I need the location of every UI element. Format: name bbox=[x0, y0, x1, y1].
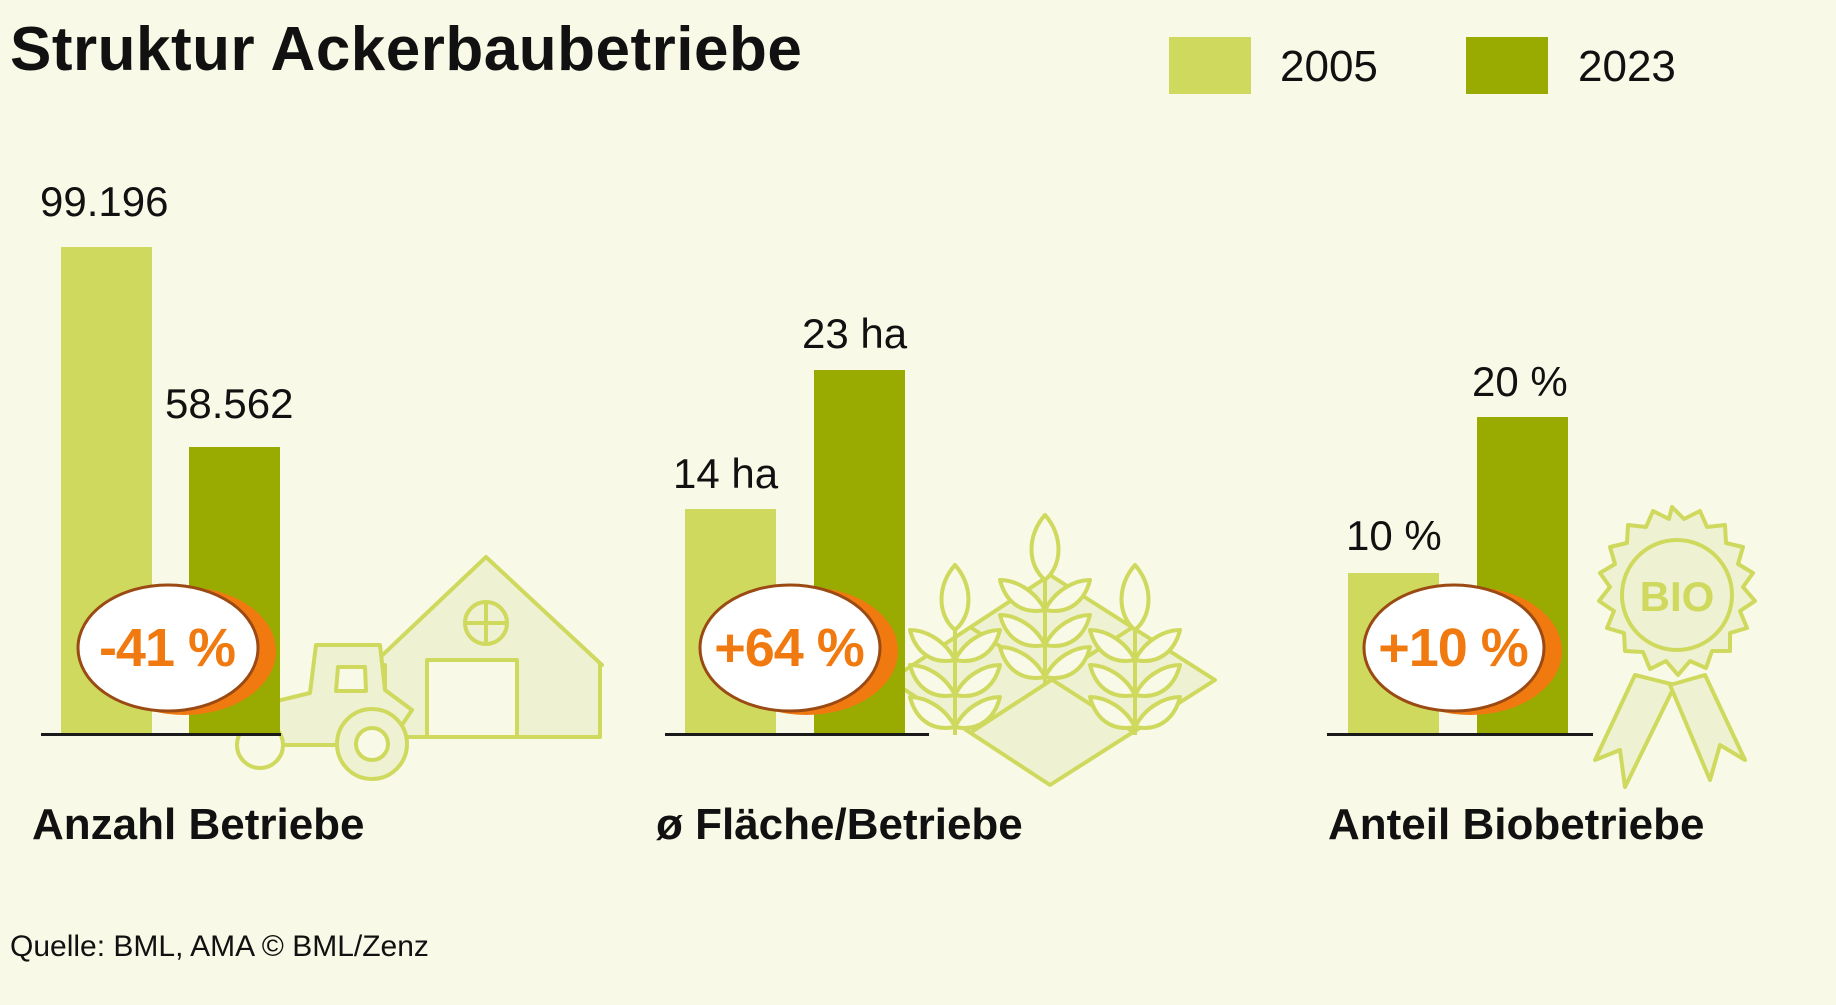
legend-swatch-2023 bbox=[1466, 37, 1548, 94]
category-label: Anzahl Betriebe bbox=[32, 800, 365, 849]
category-label: Anteil Biobetriebe bbox=[1328, 800, 1705, 849]
x-axis-line bbox=[1327, 733, 1593, 736]
bio-label: BIO bbox=[1640, 573, 1715, 620]
legend-label-2005: 2005 bbox=[1280, 42, 1378, 91]
change-label: +64 % bbox=[714, 618, 865, 678]
value-label-2005: 10 % bbox=[1346, 512, 1442, 559]
badge-ellipse-icon bbox=[698, 583, 898, 715]
change-label: +10 % bbox=[1378, 618, 1529, 678]
value-label-2005: 14 ha bbox=[673, 450, 779, 497]
change-badge: +64 % bbox=[694, 578, 898, 718]
value-label-2023: 58.562 bbox=[165, 380, 294, 427]
x-axis-line bbox=[41, 733, 281, 736]
badge-ellipse-icon bbox=[1362, 583, 1562, 715]
legend-label-2023: 2023 bbox=[1578, 42, 1676, 91]
x-axis-line bbox=[665, 733, 929, 736]
wheat-field-icon bbox=[888, 513, 1217, 787]
value-label-2023: 23 ha bbox=[802, 310, 908, 357]
source-note: Quelle: BML, AMA © BML/Zenz bbox=[10, 930, 429, 963]
category-label: ø Fläche/Betriebe bbox=[656, 800, 1023, 849]
change-badge: +10 % bbox=[1358, 578, 1562, 718]
legend-swatch-2005 bbox=[1169, 37, 1251, 94]
farm-barn-tractor-icon bbox=[235, 555, 604, 781]
bio-rosette-icon: BIO bbox=[1593, 505, 1757, 789]
chart-title: Struktur Ackerbaubetriebe bbox=[10, 15, 803, 84]
value-label-2005: 99.196 bbox=[40, 178, 169, 225]
value-label-2023: 20 % bbox=[1472, 358, 1568, 405]
badge-ellipse-icon bbox=[76, 583, 276, 715]
change-label: -41 % bbox=[98, 618, 236, 678]
change-badge: -41 % bbox=[72, 578, 276, 718]
